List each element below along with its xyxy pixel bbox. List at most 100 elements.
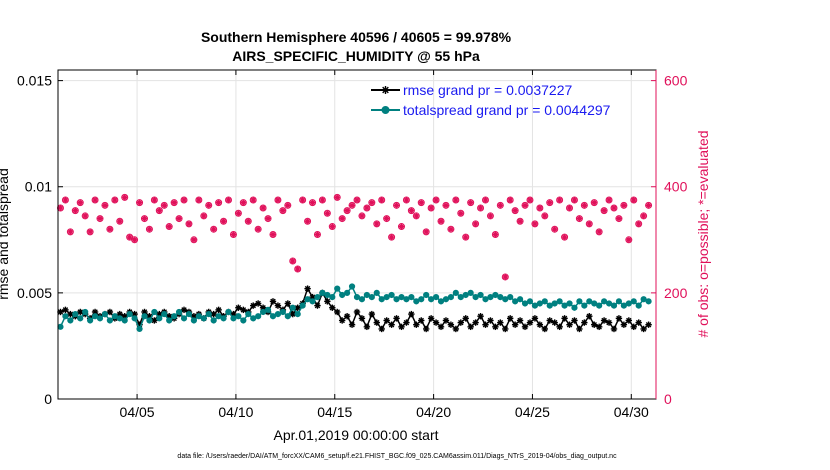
rmse-point [131,310,138,318]
obs-evaluated-point [220,218,227,224]
obs-evaluated-point [403,197,410,203]
obs-evaluated-point [230,231,237,238]
obs-evaluated-point [581,202,587,208]
rmse-point [329,304,336,311]
plot-area [57,69,657,400]
data-series [57,283,652,333]
obs-count-series [56,193,653,281]
obs-possible-point [590,199,598,207]
obs-possible-point [91,196,99,204]
rmse-point [116,310,123,318]
obs-evaluated-point [448,226,454,232]
obs-evaluated-point [92,197,98,203]
totalspread-point [521,300,529,307]
obs-evaluated-point [280,208,286,214]
rmse-point [398,323,405,331]
obs-possible-point [397,223,405,231]
obs-possible-point [328,223,336,231]
obs-evaluated-point [522,202,528,208]
obs-evaluated-point [117,218,123,224]
totalspread-point [269,313,277,320]
rmse-point [358,315,366,322]
obs-evaluated-point [97,215,103,222]
totalspread-point [378,296,385,303]
obs-evaluated-point [596,229,602,235]
obs-evaluated-point [191,237,197,243]
totalspread-point [566,300,573,307]
totalspread-point [329,294,336,301]
obs-evaluated-point [77,200,83,206]
obs-evaluated-point [621,202,627,208]
obs-evaluated-point [334,194,340,200]
obs-evaluated-point [473,221,479,227]
rmse-point [383,317,390,324]
obs-possible-point [496,201,504,209]
obs-possible-point [309,199,317,207]
obs-possible-point [437,217,445,225]
data-file-footnote: data file: /Users/raeder/DAI/ATM_forcXX/… [177,453,617,460]
chart-subtitle: AIRS_SPECIFIC_HUMIDITY @ 55 hPa [232,48,480,64]
obs-possible-point [175,215,183,223]
obs-evaluated-point [374,221,380,227]
obs-possible-point [358,212,366,220]
totalspread-point [77,315,84,322]
totalspread-point [591,300,598,307]
obs-evaluated-point [72,208,78,214]
obs-evaluated-point [507,197,513,203]
obs-possible-point [566,204,574,212]
rmse-point [413,321,420,328]
obs-evaluated-point [112,197,118,203]
obs-evaluated-point [107,226,113,232]
totalspread-point [62,313,69,320]
rmse-point [625,317,633,324]
obs-evaluated-point [102,202,108,208]
obs-evaluated-point [443,202,449,208]
obs-possible-point [417,199,425,207]
totalspread-point [640,296,647,303]
rmse-point [106,308,114,316]
rmse-point [605,319,613,326]
obs-possible-point [86,228,94,236]
totalspread-point [131,315,138,322]
obs-evaluated-point [141,215,148,222]
obs-possible-point [402,196,410,204]
totalspread-point [605,300,613,307]
legend-rmse-label: rmse grand pr = 0.0037227 [403,82,572,98]
totalspread-point [442,296,450,303]
totalspread-point [428,296,435,303]
totalspread-point [363,291,370,299]
obs-evaluated-point [161,202,167,208]
totalspread-point [368,294,375,301]
obs-evaluated-point [477,205,484,211]
rmse-point [507,315,514,322]
totalspread-point [610,302,618,309]
totalspread-point [334,285,341,292]
obs-possible-point [383,215,391,223]
rmse-point [531,315,539,322]
obs-possible-point [551,225,559,233]
obs-possible-point [56,204,64,212]
obs-possible-point [506,196,514,204]
obs-possible-point [605,196,613,204]
rmse-point [373,319,380,326]
rmse-point [561,315,568,322]
obs-possible-point [180,196,188,204]
totalspread-point [190,317,198,324]
totalspread-point [482,296,489,303]
totalspread-point [625,300,632,307]
y-tick-label: 0.005 [17,285,52,301]
totalspread-point [166,317,173,324]
y-axis-right-label: # of obs: o=possible; *=evaluated [695,130,711,337]
obs-possible-point [284,201,292,209]
rmse-point [487,317,494,324]
obs-possible-point [353,196,361,204]
legend-totalspread-marker [381,106,390,114]
rmse-point [269,298,277,305]
totalspread-point [185,310,193,318]
totalspread-point [294,310,301,318]
obs-evaluated-point [418,200,424,206]
rmse-point [393,315,400,322]
rmse-point [274,302,282,309]
rmse-point [635,319,642,326]
